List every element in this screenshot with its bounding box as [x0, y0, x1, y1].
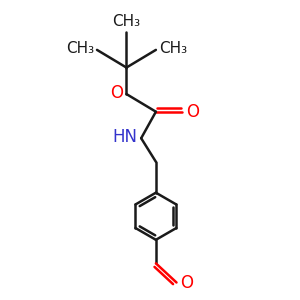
- Text: CH₃: CH₃: [112, 14, 140, 29]
- Text: HN: HN: [112, 128, 138, 146]
- Text: O: O: [180, 274, 193, 292]
- Text: O: O: [110, 84, 123, 102]
- Text: O: O: [186, 103, 199, 121]
- Text: CH₃: CH₃: [66, 41, 94, 56]
- Text: CH₃: CH₃: [159, 41, 187, 56]
